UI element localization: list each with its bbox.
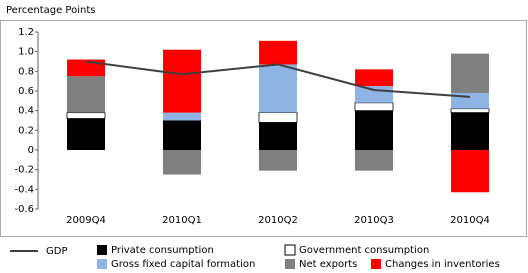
bar-segment	[355, 69, 393, 87]
bar-segment	[67, 76, 105, 113]
bar-segment	[355, 150, 393, 171]
bar-segment	[259, 122, 297, 150]
bar-segment	[451, 53, 489, 93]
gdp-line	[85, 60, 471, 98]
bar-segment	[259, 150, 297, 171]
bar-segment	[355, 86, 393, 103]
legend-label: Private consumption	[111, 245, 214, 256]
bar-segment	[259, 40, 297, 65]
legend-label: Changes in inventories	[385, 259, 500, 270]
legend-swatch	[97, 259, 107, 269]
bar-segment	[163, 49, 201, 113]
legend-swatch	[371, 259, 381, 269]
y-tick-label: -0.6	[14, 204, 34, 215]
x-tick-label: 2009Q4	[66, 215, 106, 226]
bar-segment	[259, 64, 297, 113]
x-tick-label: 2010Q4	[450, 215, 490, 226]
bar-segment	[355, 110, 393, 150]
legend-label: Net exports	[299, 259, 357, 270]
x-tick-label: 2010Q1	[162, 215, 202, 226]
legend-label: Gross fixed capital formation	[111, 259, 255, 270]
y-tick-label: 0.4	[18, 106, 34, 117]
bar-segment	[66, 112, 106, 119]
bar-segment	[163, 112, 201, 121]
y-tick-label: -0.4	[14, 184, 34, 195]
legend-swatch	[97, 245, 107, 255]
y-tick-label: -0.2	[14, 165, 34, 176]
y-tick-label: 0	[28, 145, 34, 156]
bar-segment	[450, 108, 490, 114]
bar-segment	[163, 120, 201, 150]
y-tick-label: 0.6	[18, 86, 34, 97]
legend-swatch	[284, 244, 296, 256]
x-tick-label: 2010Q3	[354, 215, 394, 226]
legend-label: GDP	[46, 246, 67, 257]
legend-label: Government consumption	[299, 245, 429, 256]
legend-swatch	[285, 259, 295, 269]
y-tick-label: 0.2	[18, 125, 34, 136]
y-tick-label: 1.0	[18, 47, 34, 58]
x-tick-label: 2010Q2	[258, 215, 298, 226]
y-tick-label: 1.2	[18, 27, 34, 38]
bar-segment	[451, 150, 489, 193]
plot-frame	[0, 20, 527, 237]
bar-segment	[354, 102, 394, 112]
axis-title: Percentage Points	[6, 5, 95, 16]
bar-segment	[258, 112, 298, 123]
bar-segment	[163, 150, 201, 175]
bar-segment	[67, 118, 105, 150]
bar-segment	[451, 112, 489, 150]
y-tick-label: 0.8	[18, 66, 34, 77]
